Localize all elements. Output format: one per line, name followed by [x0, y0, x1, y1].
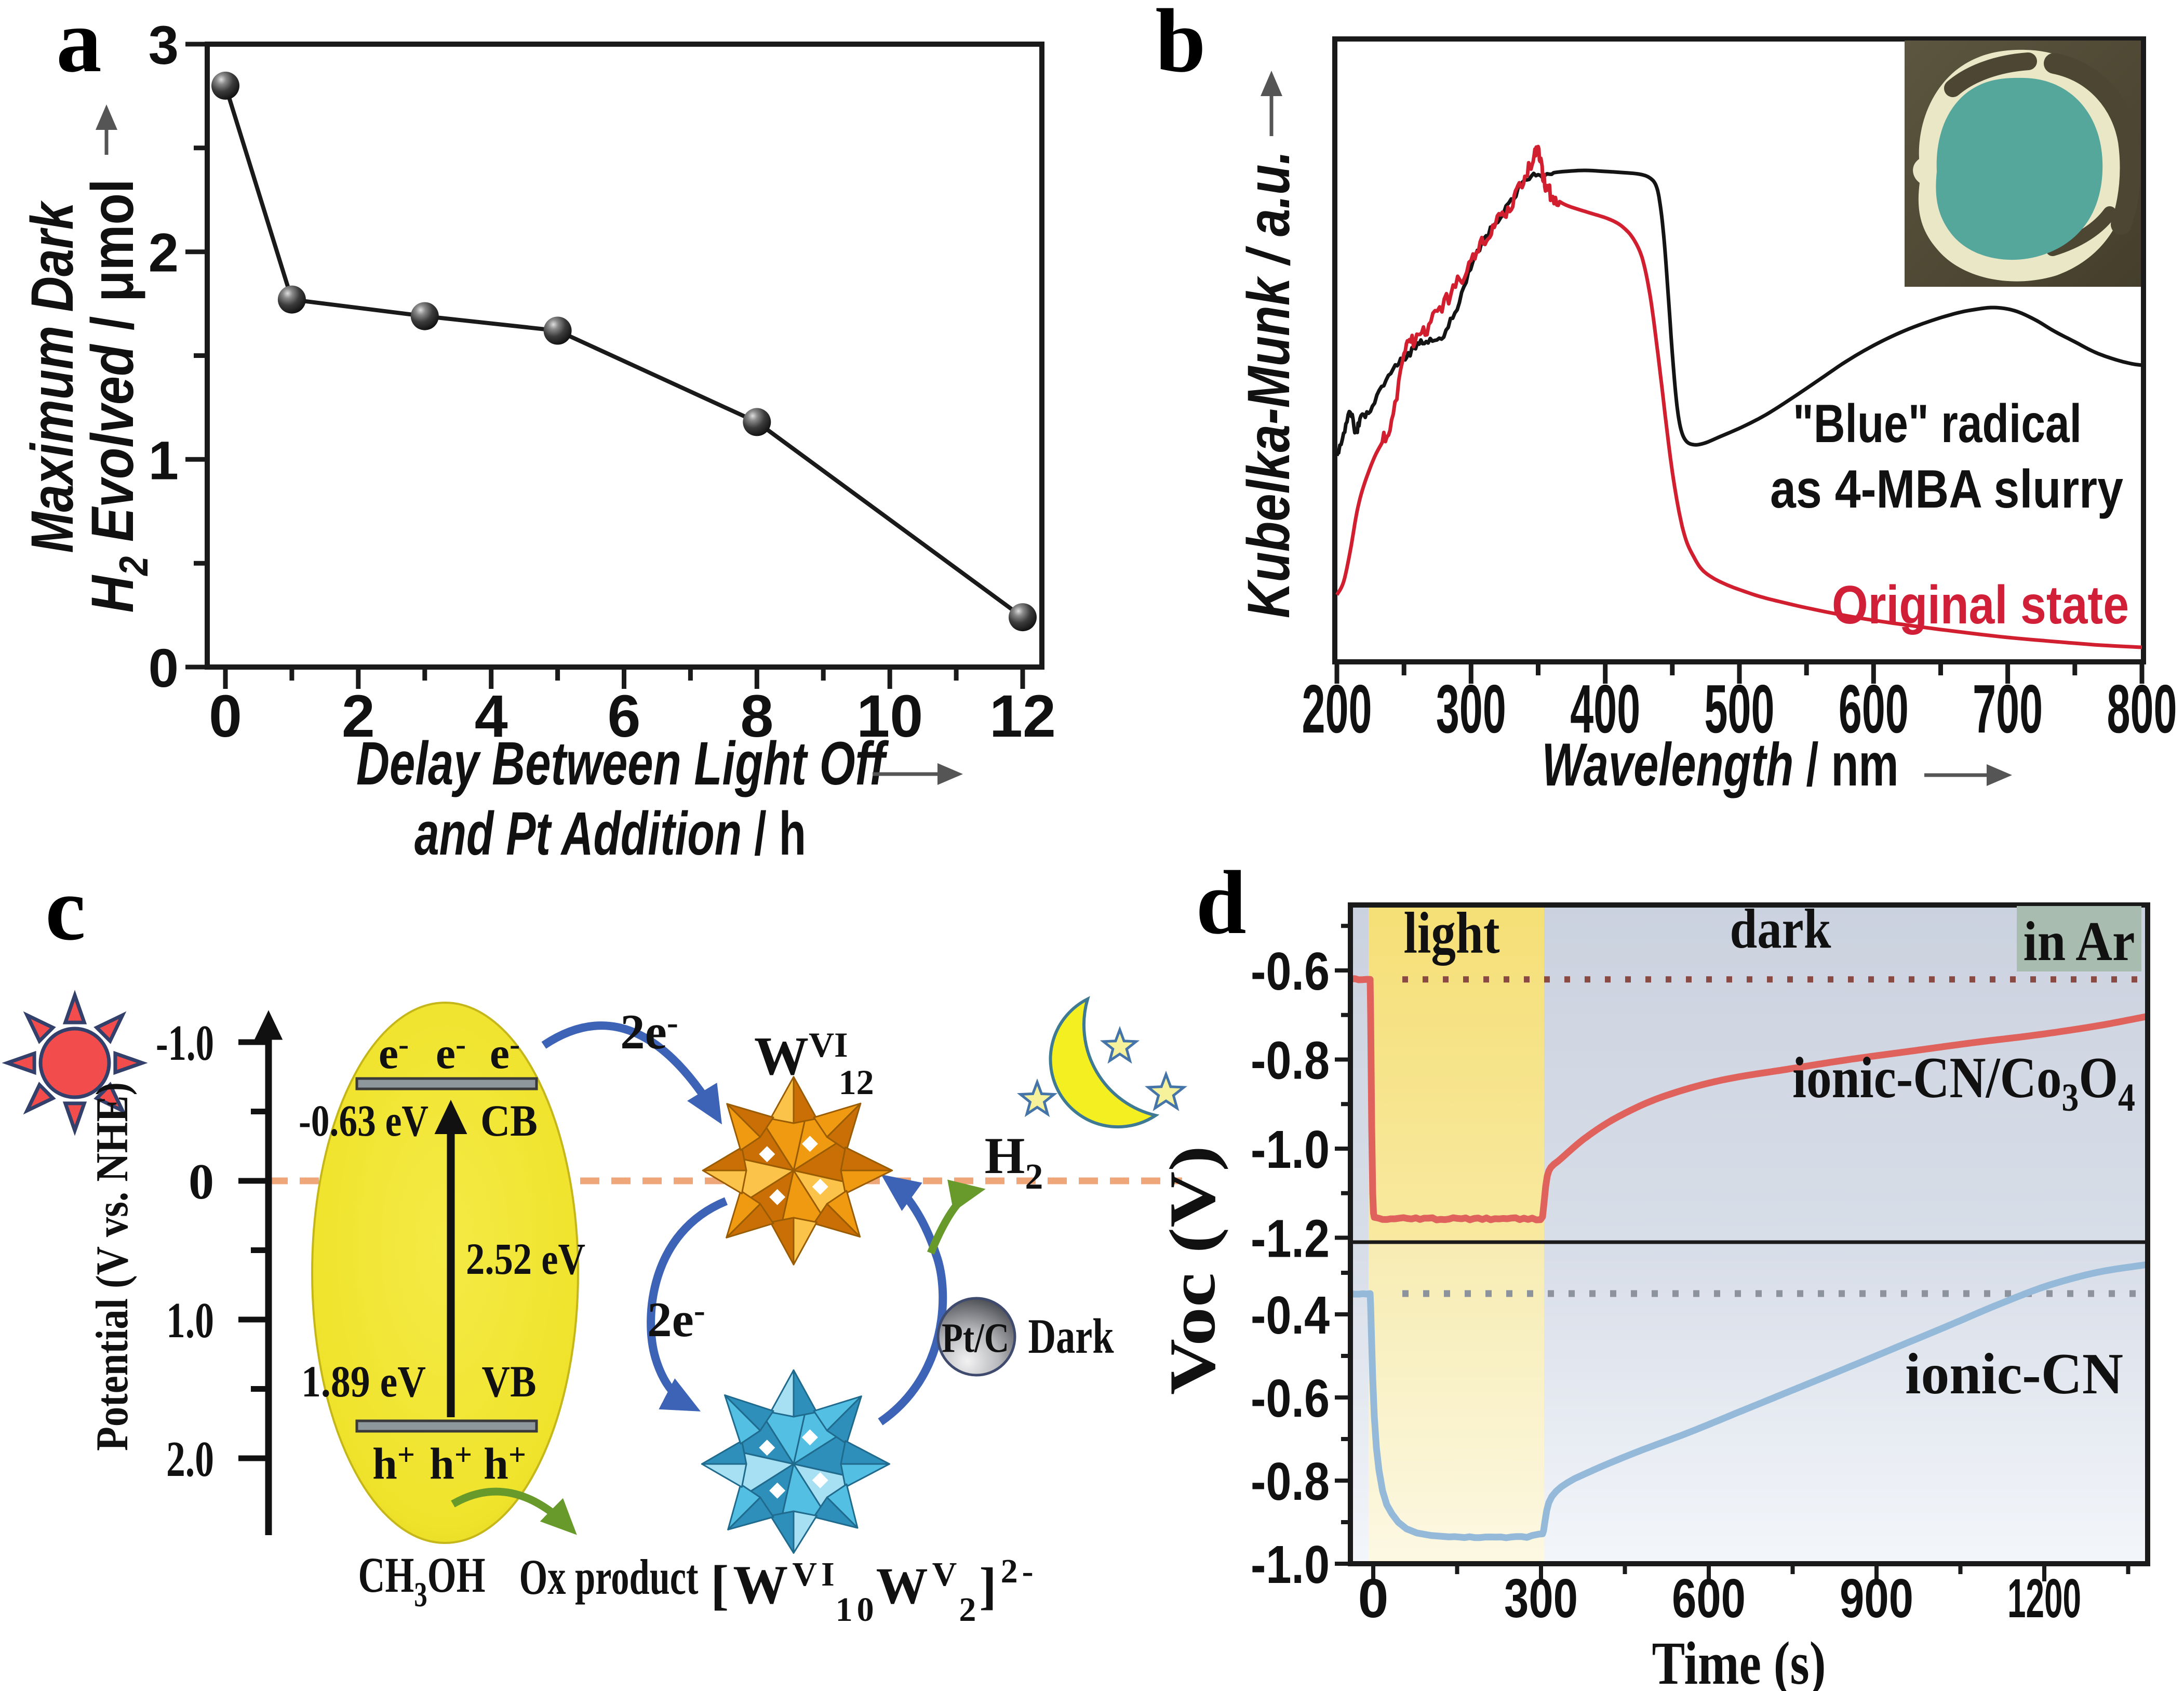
svg-text:-1.0: -1.0 [1251, 1535, 1330, 1594]
svg-text:-0.4: -0.4 [1251, 1285, 1330, 1345]
svg-text:-1.2: -1.2 [1251, 1209, 1330, 1269]
svg-text:b: b [1155, 0, 1205, 91]
svg-text:-0.8: -0.8 [1251, 1452, 1330, 1511]
svg-text:Delay Between Light Off: Delay Between Light Off [356, 729, 889, 798]
svg-text:light: light [1404, 901, 1500, 966]
svg-text:Potential (V vs. NHE): Potential (V vs. NHE) [87, 1082, 138, 1451]
svg-text:-0.63 eV: -0.63 eV [299, 1096, 428, 1146]
svg-text:d: d [1196, 852, 1246, 953]
svg-text:600: 600 [1672, 1568, 1746, 1629]
svg-text:dark: dark [1730, 898, 1831, 960]
svg-text:2.0: 2.0 [166, 1431, 214, 1487]
svg-text:Kubelka-Munk / a.u.: Kubelka-Munk / a.u. [1236, 151, 1302, 618]
svg-text:as 4-MBA slurry: as 4-MBA slurry [1770, 459, 2123, 520]
svg-text:Maximum Dark: Maximum Dark [19, 200, 86, 553]
svg-text:2: 2 [149, 223, 179, 284]
svg-text:1.89 eV: 1.89 eV [301, 1356, 426, 1406]
svg-text:Original state: Original state [1832, 575, 2129, 635]
svg-text:0: 0 [1358, 1568, 1389, 1629]
svg-text:0: 0 [209, 683, 242, 750]
svg-text:1.0: 1.0 [166, 1293, 214, 1349]
svg-text:0: 0 [189, 1154, 214, 1210]
svg-text:6: 6 [608, 683, 641, 750]
svg-text:12: 12 [989, 683, 1056, 750]
svg-text:700: 700 [1973, 671, 2043, 747]
svg-text:H2 Evolved / μmol: H2 Evolved / μmol [79, 179, 156, 613]
svg-text:600: 600 [1839, 671, 1909, 747]
svg-text:in Ar: in Ar [2024, 911, 2135, 973]
svg-text:a: a [56, 0, 102, 91]
svg-text:Ox product: Ox product [519, 1549, 699, 1605]
svg-text:h+: h+ [372, 1437, 415, 1488]
svg-text:VB: VB [482, 1356, 537, 1406]
svg-text:2: 2 [342, 683, 375, 750]
svg-text:400: 400 [1570, 671, 1640, 747]
svg-text:ionic-CN: ionic-CN [1905, 1342, 2123, 1406]
svg-text:-0.8: -0.8 [1251, 1031, 1330, 1090]
svg-text:1: 1 [149, 430, 179, 491]
svg-text:"Blue" radical: "Blue" radical [1793, 394, 2082, 454]
svg-text:300: 300 [1436, 671, 1506, 747]
svg-text:c: c [45, 858, 86, 959]
svg-text:-0.6: -0.6 [1251, 941, 1330, 1001]
svg-text:500: 500 [1705, 671, 1775, 747]
svg-text:1200: 1200 [2007, 1568, 2081, 1629]
svg-text:Voc (V): Voc (V) [1157, 1146, 1229, 1395]
svg-text:8: 8 [740, 683, 773, 750]
svg-text:CB: CB [480, 1096, 538, 1146]
svg-text:4: 4 [475, 683, 508, 750]
svg-text:800: 800 [2107, 671, 2177, 747]
svg-text:Wavelength / nm: Wavelength / nm [1542, 730, 1899, 798]
svg-text:Pt/C: Pt/C [942, 1315, 1009, 1361]
svg-text:10: 10 [856, 683, 923, 750]
svg-text:200: 200 [1302, 671, 1372, 747]
svg-text:and Pt Addition / h: and Pt Addition / h [414, 800, 806, 868]
svg-text:0: 0 [149, 638, 179, 699]
svg-text:300: 300 [1504, 1568, 1578, 1629]
svg-text:ionic-CN/Co3O4: ionic-CN/Co3O4 [1792, 1046, 2135, 1120]
svg-text:2.52 eV: 2.52 eV [466, 1234, 585, 1284]
svg-text:900: 900 [1840, 1568, 1913, 1629]
svg-text:-0.6: -0.6 [1251, 1368, 1330, 1428]
svg-text:-1.0: -1.0 [156, 1015, 214, 1071]
svg-text:Dark: Dark [1028, 1309, 1114, 1364]
svg-text:Time (s): Time (s) [1652, 1629, 1826, 1691]
svg-text:-1.0: -1.0 [1251, 1120, 1330, 1179]
svg-text:3: 3 [149, 15, 179, 76]
